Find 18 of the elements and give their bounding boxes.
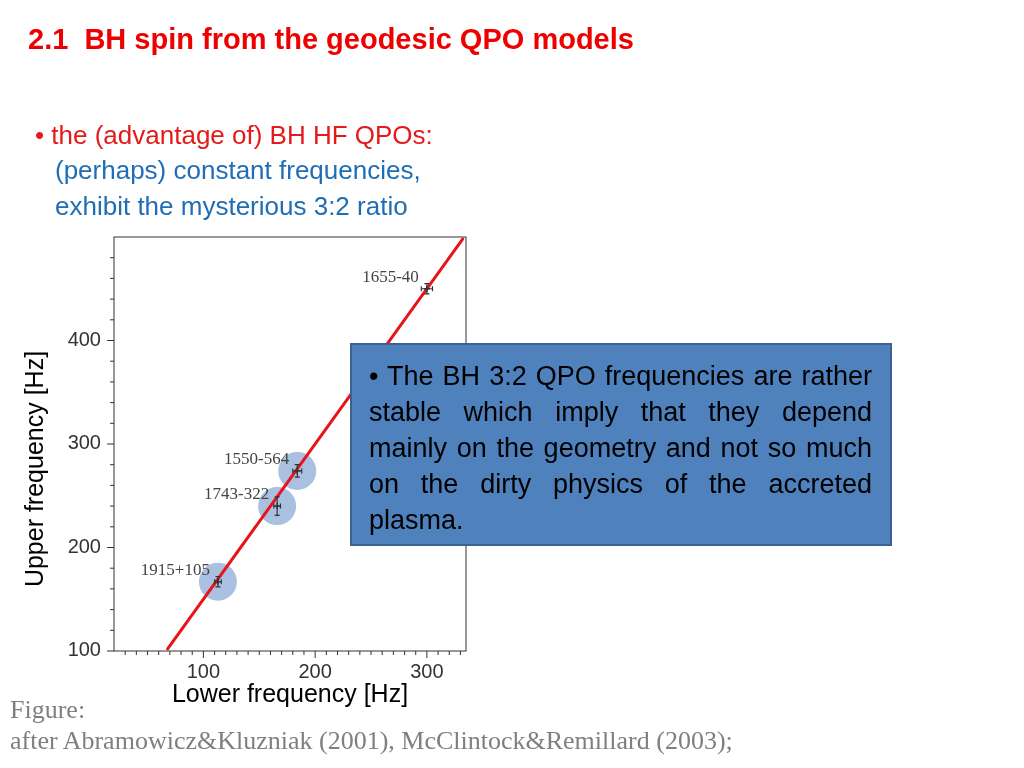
annotation: 1743-322 <box>203 484 270 504</box>
y-tick-label: 400 <box>67 327 101 350</box>
text: after Abramowicz&Kluzniak (2001), McClintock&Remillard (2003); <box>10 725 733 755</box>
text: Figure: <box>10 694 86 724</box>
annotation: 1655-40 <box>362 266 419 286</box>
annotation: 1915+105 <box>140 559 210 579</box>
chart-subtitle: • the (advantage of) BH HF QPOs: <box>35 119 433 150</box>
x-tick-label: 300 <box>410 660 444 683</box>
y-axis-title: Upper frequency [Hz] <box>19 350 48 588</box>
y-tick-label: 200 <box>67 534 101 557</box>
chart-title: 2.1 BH spin from the geodesic QPO models <box>28 22 634 55</box>
y-tick-label: 300 <box>67 431 101 454</box>
annotation: • The BH 3:2 QPO frequencies are rather stable which imply that they depend mainly on the geometry and not so much on the dirty physics of the accreted plasma. <box>369 361 872 535</box>
point <box>423 285 431 293</box>
text: (perhaps) constant frequencies, <box>55 154 421 185</box>
y-tick-label: 100 <box>67 638 101 661</box>
annotation: 1550-564 <box>224 448 290 468</box>
text: exhibit the mysterious 3:2 ratio <box>55 190 408 221</box>
